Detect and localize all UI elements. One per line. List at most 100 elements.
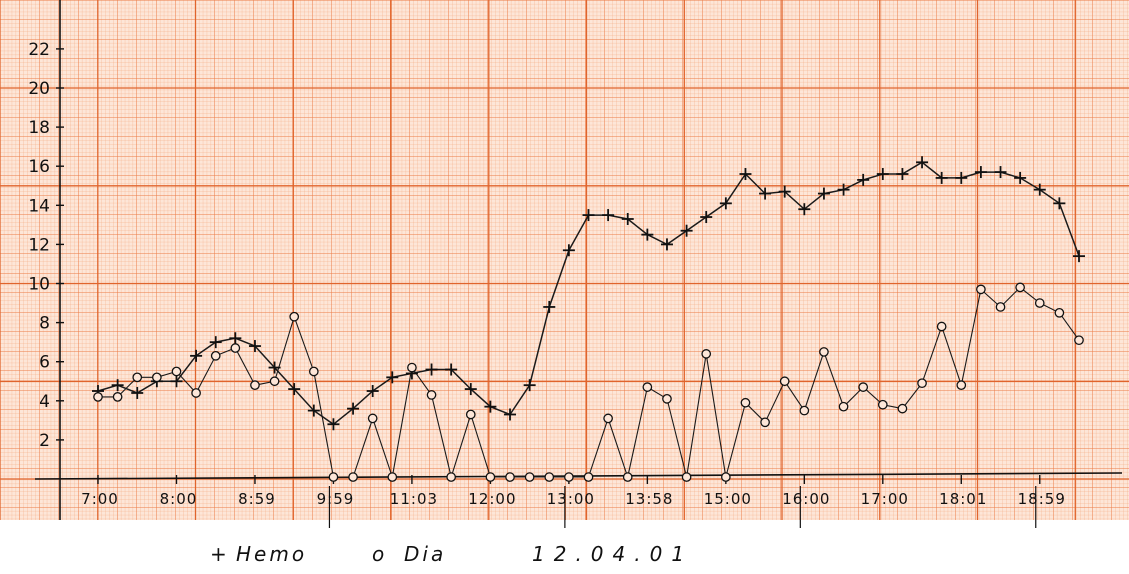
axes: [34, 0, 1123, 520]
data-point-dia: [544, 472, 555, 482]
x-tick-label: 11:03: [390, 490, 438, 508]
data-point-dia: [603, 413, 613, 424]
data-point-hemo: [288, 383, 301, 396]
data-point-dia: [269, 376, 280, 387]
data-point-dia: [524, 472, 535, 482]
data-point-hemo: [268, 361, 281, 374]
legend-dia-marker: o: [372, 542, 387, 566]
data-point-dia: [191, 388, 201, 398]
data-point-hemo: [582, 209, 595, 222]
data-point-dia: [799, 405, 810, 416]
data-point-dia: [367, 413, 378, 424]
data-point-hemo: [974, 166, 987, 179]
data-point-hemo: [190, 349, 203, 362]
legend-hemo-marker: +: [210, 542, 230, 566]
paper-bottom-margin: [0, 520, 1129, 574]
data-point-hemo: [857, 173, 870, 186]
paper-major-grid: [0, 0, 1129, 520]
legend: + Hemo o Dia 12.04.01: [210, 542, 693, 566]
data-point-dia: [681, 472, 692, 482]
data-point-hemo: [484, 400, 497, 413]
data-point-hemo: [876, 168, 889, 181]
data-point-hemo: [680, 224, 693, 237]
data-point-hemo: [562, 244, 575, 257]
data-point-dia: [583, 472, 594, 482]
data-point-dia: [877, 399, 888, 410]
data-point-hemo: [837, 183, 850, 196]
data-point-hemo: [660, 238, 673, 251]
data-point-hemo: [504, 408, 517, 421]
data-point-dia: [701, 349, 712, 359]
data-point-dia: [1074, 335, 1084, 346]
x-tick-label: 8:59: [238, 490, 276, 508]
data-point-dia: [838, 401, 849, 412]
y-tick-label: 6: [39, 353, 50, 373]
data-point-dia: [956, 380, 967, 391]
data-point-dia: [387, 472, 398, 482]
x-tick-label: 8:00: [160, 490, 198, 508]
x-tick-label: 17:00: [861, 490, 909, 508]
x-tick-label: 13:58: [625, 490, 673, 508]
data-point-hemo: [641, 228, 654, 241]
data-point-dia: [446, 472, 457, 482]
data-point-hemo: [307, 404, 320, 417]
data-point-dia: [642, 382, 653, 392]
x-tick-label: 18:59: [1018, 490, 1066, 508]
y-tick-label: 8: [39, 314, 50, 334]
data-point-hemo: [347, 402, 360, 415]
data-point-hemo: [523, 379, 536, 392]
data-point-hemo: [445, 363, 458, 376]
data-point-dia: [858, 382, 869, 392]
data-point-dia: [976, 284, 986, 295]
data-point-dia: [917, 378, 927, 389]
data-point-hemo: [935, 171, 948, 184]
data-point-hemo: [111, 379, 124, 392]
data-point-dia: [1034, 298, 1045, 308]
data-point-hemo: [700, 211, 713, 224]
x-axis-line: [34, 472, 1123, 480]
data-point-hemo: [916, 156, 929, 169]
data-point-hemo: [327, 418, 340, 431]
data-point-dia: [465, 409, 476, 420]
data-point-hemo: [896, 168, 909, 181]
data-point-hemo: [1053, 197, 1066, 210]
data-point-hemo: [1033, 183, 1046, 196]
x-axis-ticks: 7:00 8:00 8:59 9:59 11:03 12:00 13:00 13:58 15:0…: [81, 475, 1066, 528]
y-tick-label: 4: [39, 392, 50, 412]
y-tick-label: 18: [28, 118, 50, 138]
data-point-hemo: [778, 185, 791, 198]
data-point-hemo: [759, 187, 772, 200]
legend-date: 12.04.01: [532, 542, 693, 566]
data-point-dia: [505, 472, 515, 482]
data-point-hemo: [817, 187, 830, 200]
x-tick-label: 12:00: [468, 490, 516, 508]
data-point-dia: [132, 372, 143, 383]
data-point-hemo: [386, 371, 399, 384]
y-tick-label: 20: [28, 79, 50, 99]
data-point-hemo: [1014, 171, 1027, 184]
data-point-hemo: [464, 383, 477, 396]
data-point-hemo: [719, 197, 732, 210]
data-point-dia: [426, 390, 437, 400]
data-point-hemo: [739, 168, 752, 181]
data-point-dia: [779, 376, 790, 387]
data-point-hemo: [209, 336, 222, 349]
data-point-dia: [171, 366, 182, 377]
data-point-dia: [1015, 282, 1025, 293]
legend-dia-label: Dia: [404, 542, 446, 566]
y-tick-label: 14: [28, 196, 50, 216]
data-point-dia: [230, 343, 241, 353]
x-tick-label: 16:00: [782, 490, 830, 508]
data-point-hemo: [994, 166, 1007, 179]
y-tick-label: 16: [28, 157, 50, 177]
y-tick-label: 22: [28, 40, 50, 60]
data-point-hemo: [798, 203, 811, 216]
data-point-dia: [819, 347, 829, 357]
data-point-dia: [407, 362, 417, 373]
y-tick-label: 12: [28, 235, 50, 255]
data-point-dia: [112, 392, 123, 402]
y-tick-label: 10: [28, 275, 50, 295]
data-point-dia: [995, 302, 1006, 312]
data-point-dia: [348, 472, 358, 482]
